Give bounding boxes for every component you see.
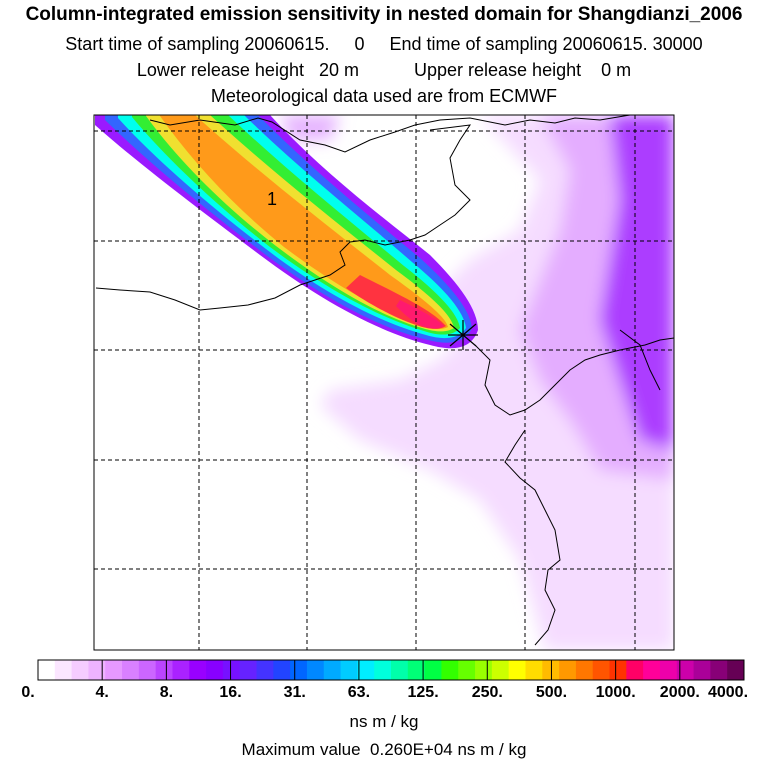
colorbar-swatch (659, 660, 678, 680)
colorbar-frame (37, 659, 745, 681)
colorbar-tick-label: 1000. (595, 684, 636, 701)
colorbar-swatch (323, 660, 342, 680)
colorbar-tick-label: 4000. (707, 684, 749, 701)
colorbar-tick-label: 125. (407, 684, 439, 701)
border-north-east (95, 124, 472, 311)
meteo-source: Meteorological data used are from ECMWF (210, 86, 558, 106)
sampling-times: Start time of sampling 20060615. 0 End t… (65, 34, 703, 54)
colorbar-swatch (542, 660, 560, 680)
receptor-marker (448, 320, 478, 350)
colorbar-swatch (189, 660, 207, 680)
coastline (474, 337, 674, 416)
map-title: Column-integrated emission sensitivity i… (25, 4, 743, 25)
colorbar-swatch (424, 660, 442, 680)
colorbar-swatch (273, 660, 291, 680)
colorbar-tick-label: 63. (347, 684, 371, 701)
border-south (504, 429, 561, 646)
colorbar-swatch (239, 660, 258, 680)
colorbar-swatch (693, 660, 711, 680)
colorbar-swatch (138, 660, 157, 680)
colorbar-swatch (441, 660, 459, 680)
colorbar-swatch (222, 660, 241, 680)
map-frame (93, 114, 675, 651)
colorbar-swatch (206, 660, 224, 680)
colorbar-swatch (391, 660, 409, 680)
colorbar-swatch (374, 660, 392, 680)
colorbar-swatch (290, 660, 308, 680)
colorbar-tick-label: 8. (159, 684, 174, 701)
colorbar-swatch (155, 660, 173, 680)
colorbar-swatch (559, 660, 577, 680)
boundaries (95, 115, 674, 646)
colorbar-swatch (71, 660, 89, 680)
contour-label: 1 (267, 189, 277, 209)
release-heights: Lower release height 20 m Upper release … (136, 60, 632, 80)
colorbar-swatch (357, 660, 375, 680)
colorbar-tick-label: 16. (219, 684, 242, 701)
colorbar-swatch (458, 660, 476, 680)
graticule (94, 115, 674, 650)
colorbar-swatch (508, 660, 526, 680)
colorbar-unit: ns m / kg (349, 712, 419, 731)
colorbar-swatch (643, 660, 661, 680)
sensitivity-field: 1 (94, 115, 674, 650)
colorbar-swatch (710, 660, 728, 680)
plume-orange (160, 115, 448, 330)
colorbar-swatch (626, 660, 644, 680)
colorbar-swatch (525, 660, 543, 680)
background-patch (280, 115, 340, 140)
border-east (619, 329, 661, 391)
colorbar-swatch (105, 660, 123, 680)
colorbar-tick-label: 2000. (659, 684, 700, 701)
border-north (149, 115, 631, 153)
colorbar-swatch (727, 660, 745, 680)
colorbar-swatch (256, 660, 274, 680)
colorbar-swatch (172, 660, 190, 680)
colorbar-tick-label: 0. (21, 684, 35, 701)
colorbar-swatch (491, 660, 510, 680)
colorbar-swatch (88, 660, 106, 680)
plume (95, 115, 478, 349)
colorbar-swatch (54, 660, 73, 680)
colorbar-swatch (122, 660, 140, 680)
colorbar-swatch (38, 660, 56, 680)
colorbar-swatch (676, 660, 695, 680)
max-value: Maximum value 0.260E+04 ns m / kg (241, 740, 527, 759)
colorbar-swatch (609, 660, 627, 680)
colorbar-swatch (592, 660, 611, 680)
background-dark-area (600, 115, 674, 450)
colorbar-swatch (475, 660, 493, 680)
colorbar-swatch (575, 660, 594, 680)
colorbar (38, 660, 745, 680)
colorbar-tick-label: 31. (283, 684, 306, 701)
colorbar-swatch (407, 660, 426, 680)
colorbar-swatch (306, 660, 325, 680)
plume-core (396, 300, 444, 329)
colorbar-swatch (340, 660, 358, 680)
colorbar-tick-label: 500. (535, 684, 568, 701)
colorbar-tick-label: 250. (471, 684, 503, 701)
colorbar-tick-label: 4. (95, 684, 109, 701)
